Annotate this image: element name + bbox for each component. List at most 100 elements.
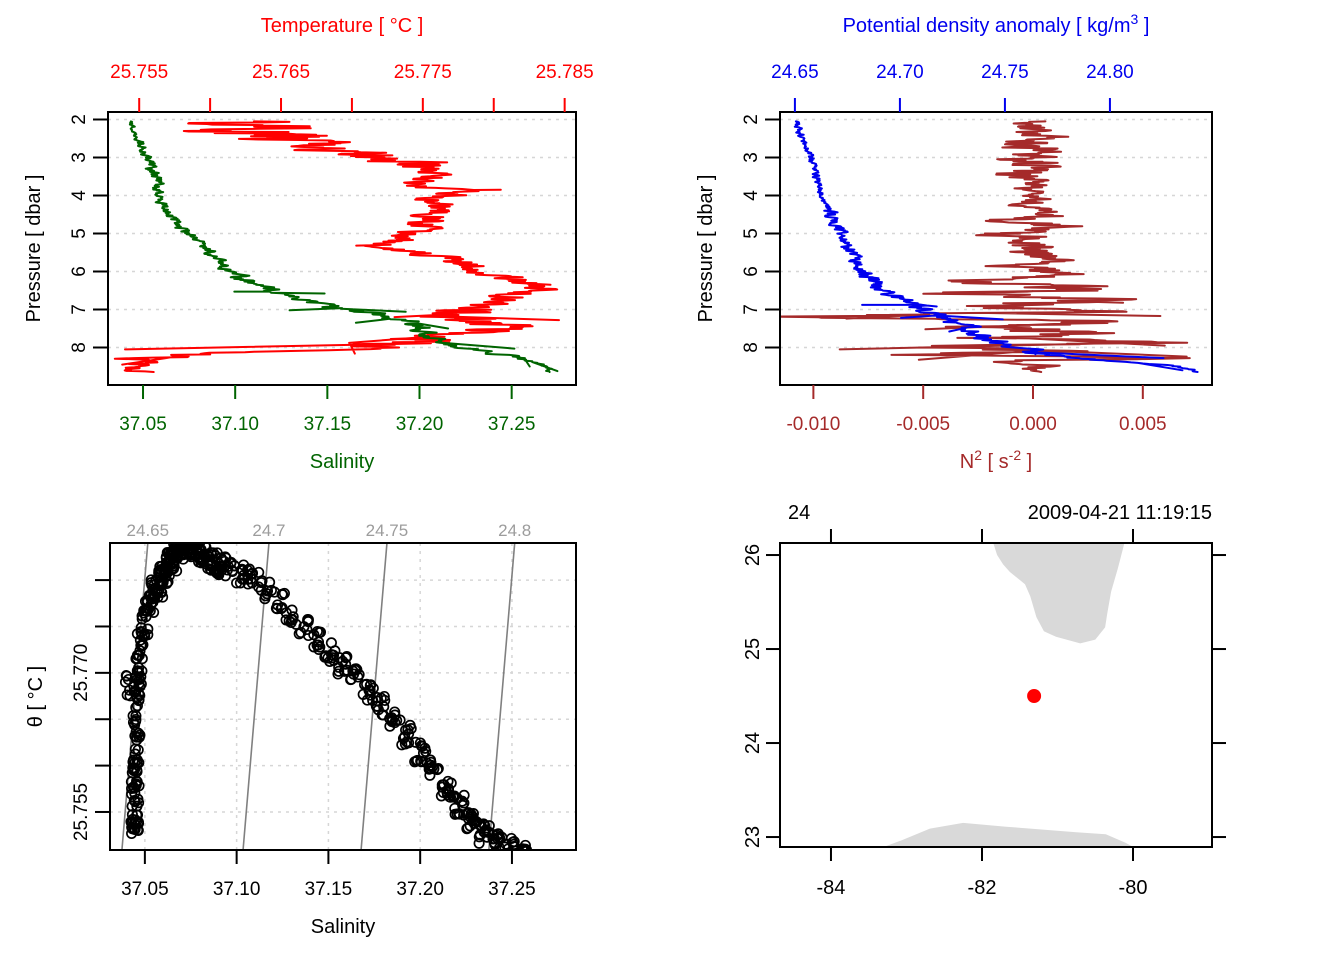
ts-point (532, 863, 541, 872)
ts-point (245, 568, 257, 580)
profile-density-n2-series-1 (793, 120, 1199, 373)
ts-point (135, 626, 147, 639)
n2-tick-label: -0.010 (786, 414, 840, 435)
ts-point (184, 533, 193, 542)
ts-point (341, 651, 353, 663)
ts-point (547, 874, 556, 883)
ts-point (270, 602, 282, 614)
ts-point (332, 668, 344, 680)
salinity-tick-label: 37.10 (211, 414, 259, 435)
map-land-florida (993, 544, 1125, 644)
ts-point (128, 823, 140, 835)
salinity-tick-label: 37.05 (119, 414, 167, 435)
ts-point (152, 572, 164, 584)
ts-point (544, 869, 553, 878)
ts-point (550, 874, 559, 883)
profile-density-n2-series-0 (781, 120, 1191, 373)
lat-tick-label: 26 (742, 544, 764, 566)
temperature-axis-title: Temperature [ °C ] (261, 15, 424, 37)
ts-point (533, 865, 542, 874)
ts-point (277, 589, 289, 601)
ts-point (526, 859, 535, 868)
y-tick-label: 7 (69, 304, 90, 315)
ts-point (554, 879, 563, 888)
ts-point (295, 626, 307, 639)
salinity-axis-title: Salinity (310, 451, 374, 473)
plot-frame (107, 111, 577, 386)
ts-point (152, 591, 164, 603)
ts-point (264, 576, 276, 588)
ts-point (532, 859, 541, 868)
y-tick-label: 4 (741, 190, 762, 201)
ts-point (311, 625, 323, 638)
station-number: 24 (788, 502, 810, 524)
station-time: 2009-04-21 11:19:15 (1028, 502, 1212, 524)
n2-tick-label: 0.005 (1119, 414, 1167, 435)
ts-point (162, 576, 174, 588)
ts-point (340, 658, 352, 670)
ts-point (514, 859, 523, 868)
ts-point (508, 848, 512, 849)
ts-point (391, 714, 403, 727)
ts-salinity-tick-label: 37.10 (213, 879, 261, 900)
y-tick-label: 6 (69, 266, 90, 277)
ts-point (308, 629, 320, 641)
ts-diagram: 24.65 24.7 24.75 24.8 37.05 37.10 37.15 37.20 37… (25, 521, 577, 938)
profile-temperature-salinity-series-0 (113, 120, 560, 373)
y-tick-label: 5 (69, 228, 90, 239)
ts-point (333, 652, 346, 664)
lat-tick-label: 23 (742, 826, 764, 848)
ts-point (531, 853, 540, 862)
ts-point (384, 720, 396, 732)
ts-point (523, 854, 532, 863)
ts-point (544, 856, 553, 865)
ts-point (397, 732, 410, 744)
ts-point (345, 674, 357, 686)
y-tick-label: 25.755 (71, 783, 92, 841)
ts-point (222, 560, 234, 572)
isopycnal-label: 24.65 (127, 521, 170, 540)
ts-point (525, 854, 534, 863)
y-tick-label: 2 (741, 114, 762, 125)
ts-point (546, 871, 555, 880)
n2-tick-label: 0.000 (1009, 414, 1057, 435)
ts-point (547, 866, 556, 875)
ts-point (442, 775, 454, 787)
salinity-tick-label: 37.20 (396, 414, 444, 435)
isopycnal-label: 24.7 (252, 521, 285, 540)
ts-point (545, 855, 554, 864)
ts-point (141, 594, 153, 606)
ts-point (558, 873, 567, 882)
ts-point (183, 534, 192, 543)
density-tick-label: 24.70 (876, 62, 924, 83)
n2-axis-title: N2 [ s-2 ] (960, 447, 1033, 473)
ts-point (285, 616, 297, 629)
ts-point (505, 832, 517, 845)
y-tick-label: 3 (69, 152, 90, 163)
ts-point (477, 818, 490, 830)
ts-point (487, 828, 499, 841)
ts-point (242, 578, 254, 590)
ts-point (136, 665, 148, 677)
profile-temperature-salinity-series-1 (128, 120, 559, 373)
ts-salinity-tick-label: 37.15 (305, 879, 353, 900)
ts-point (505, 850, 514, 859)
plot-frame (779, 542, 1213, 848)
ts-point (523, 858, 532, 867)
ts-point (186, 532, 195, 541)
ts-point (518, 857, 527, 866)
ts-point (160, 557, 172, 569)
isopycnal-label: 24.8 (498, 521, 531, 540)
ts-point (129, 719, 141, 731)
ts-point (473, 837, 485, 849)
ts-point (168, 544, 180, 550)
ts-point (301, 623, 313, 636)
ts-salinity-axis-title: Salinity (311, 916, 375, 938)
ts-point (365, 679, 377, 691)
ts-point (544, 870, 553, 879)
ts-point (131, 673, 143, 685)
ts-point (130, 713, 142, 726)
lon-tick-label: -82 (968, 877, 997, 899)
station-marker (1027, 689, 1042, 703)
